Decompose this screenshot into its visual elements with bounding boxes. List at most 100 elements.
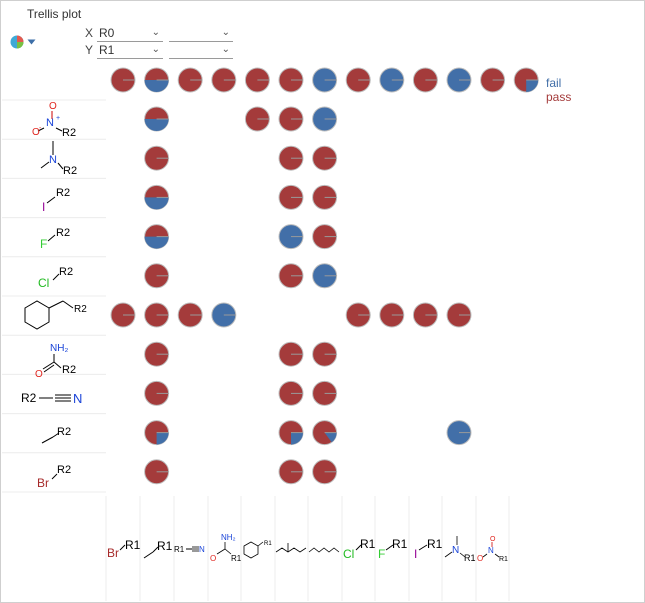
atom-NH2: NH₂: [50, 343, 68, 354]
col-label-amide: NH₂ O R1: [210, 533, 242, 563]
trellis-cell-pie[interactable]: [144, 263, 170, 289]
trellis-cell-pie[interactable]: [278, 184, 304, 210]
trellis-cell-pie[interactable]: [144, 145, 170, 171]
trellis-cell-pie[interactable]: [446, 420, 472, 446]
row-label-nitrile: R2 N: [21, 391, 82, 406]
atom-N: N: [46, 117, 54, 129]
atom-F: F: [40, 237, 47, 251]
r2-label: R2: [62, 127, 76, 139]
trellis-cell-pie[interactable]: [312, 263, 338, 289]
row-label-nitro: O N + O - R2: [32, 101, 76, 139]
header-pie[interactable]: [211, 67, 237, 93]
pie-slice-fail: [144, 119, 169, 131]
col-label-dimethylamino: N R1: [444, 536, 476, 563]
row-label-ethyl: R2: [41, 426, 71, 444]
trellis-cell-pie[interactable]: [412, 302, 438, 328]
row-label-cyclohexylmethyl: R2: [24, 300, 87, 330]
header-pie[interactable]: [446, 67, 472, 93]
trellis-cell-pie[interactable]: [312, 420, 338, 446]
legend-item-pass[interactable]: pass: [546, 90, 571, 104]
trellis-cell-pie[interactable]: [144, 302, 170, 328]
y-axis-column-select[interactable]: R1 ⌄: [97, 43, 163, 59]
legend-label-fail: fail: [546, 76, 562, 90]
pie-slice-fail: [291, 432, 303, 445]
atom-N: N: [488, 546, 494, 555]
legend-item-fail[interactable]: fail: [546, 76, 571, 90]
col-label-iodo: I R1: [414, 537, 443, 561]
x-axis-label: X: [85, 26, 94, 40]
atom-F: F: [378, 547, 385, 561]
trellis-cell-pie[interactable]: [144, 106, 170, 132]
header-pie[interactable]: [177, 67, 203, 93]
header-pie[interactable]: [513, 67, 539, 93]
trellis-cell-pie[interactable]: [144, 380, 170, 406]
trellis-cell-pie[interactable]: [278, 106, 304, 132]
col-label-hexyl: [308, 547, 340, 553]
trellis-cell-pie[interactable]: [278, 224, 304, 250]
header-pie[interactable]: [379, 67, 405, 93]
header-pie[interactable]: [278, 67, 304, 93]
trellis-cell-pie[interactable]: [278, 380, 304, 406]
atom-O-top: O: [490, 536, 496, 543]
y-axis-second-select[interactable]: ⌄: [169, 43, 233, 59]
col-label-ethyl: R1: [143, 539, 173, 559]
trellis-cell-pie[interactable]: [110, 302, 136, 328]
charge-plus: +: [56, 115, 60, 122]
trellis-cell-pie[interactable]: [177, 302, 203, 328]
trellis-cell-pie[interactable]: [345, 302, 371, 328]
r1-label: R1: [231, 554, 242, 563]
header-pie[interactable]: [412, 67, 438, 93]
trellis-cell-pie[interactable]: [144, 459, 170, 485]
trellis-cell-pie[interactable]: [278, 341, 304, 367]
trellis-cell-pie[interactable]: [446, 302, 472, 328]
trellis-cell-pie[interactable]: [312, 224, 338, 250]
r2-label: R2: [57, 426, 71, 438]
pie-chart-icon: [10, 35, 24, 49]
col-label-cyclohexylmethyl: R1: [243, 541, 272, 559]
atom-N: N: [73, 391, 82, 406]
atom-NH2: NH₂: [221, 533, 236, 542]
header-pie[interactable]: [312, 67, 338, 93]
viewer-title: Trellis plot: [27, 7, 82, 21]
r2-label: R2: [56, 227, 70, 239]
trellis-cell-pie[interactable]: [312, 459, 338, 485]
row-label-amide: NH₂ O R2: [35, 343, 76, 380]
trellis-cell-pie[interactable]: [278, 145, 304, 171]
col-label-chloro: Cl R1: [343, 537, 376, 561]
trellis-cell-pie[interactable]: [144, 184, 170, 210]
header-pie[interactable]: [345, 67, 371, 93]
trellis-cell-pie[interactable]: [144, 420, 170, 446]
trellis-cell-pie[interactable]: [312, 106, 338, 132]
trellis-cell-pie[interactable]: [312, 380, 338, 406]
chevron-down-icon: ⌄: [151, 27, 160, 38]
trellis-cell-pie[interactable]: [278, 459, 304, 485]
col-label-bromo: Br R1: [107, 538, 141, 560]
trellis-cell-pie[interactable]: [379, 302, 405, 328]
r2-label: R2: [56, 187, 70, 199]
trellis-cell-pie[interactable]: [312, 184, 338, 210]
legend: fail pass: [546, 76, 571, 104]
r2-label: R2: [62, 364, 76, 376]
trellis-cell-pie[interactable]: [244, 106, 270, 132]
legend-label-pass: pass: [546, 90, 572, 104]
atom-O: O: [210, 554, 216, 563]
trellis-cell-pie[interactable]: [312, 145, 338, 171]
trellis-cell-pie[interactable]: [278, 263, 304, 289]
trellis-cell-pie[interactable]: [278, 420, 304, 446]
trellis-cell-pie[interactable]: [144, 224, 170, 250]
header-pie[interactable]: [144, 67, 170, 93]
trellis-cell-pie[interactable]: [312, 341, 338, 367]
header-pie[interactable]: [244, 67, 270, 93]
header-pie[interactable]: [110, 67, 136, 93]
header-pie[interactable]: [480, 67, 506, 93]
x-axis-second-select[interactable]: ⌄: [169, 26, 233, 42]
col-label-nitro: O N O R1: [477, 536, 508, 563]
x-axis-column-select[interactable]: R0 ⌄: [97, 26, 163, 42]
chart-type-menu-button[interactable]: [10, 33, 44, 51]
trellis-cell-pie[interactable]: [144, 341, 170, 367]
pie-slice-fail: [324, 432, 337, 443]
col-label-fluoro: F R1: [378, 537, 408, 561]
trellis-cell-pie[interactable]: [211, 302, 237, 328]
